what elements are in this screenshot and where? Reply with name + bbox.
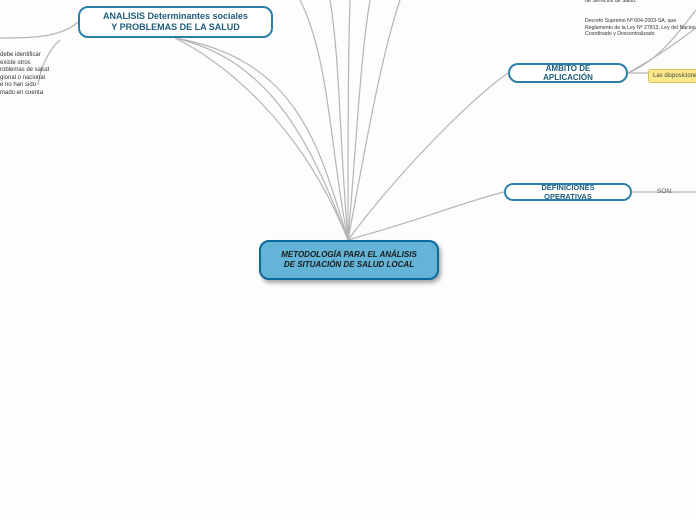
edge [175, 38, 348, 240]
node-analisis-label: ANALISIS Determinantes sociales Y PROBLE… [103, 11, 248, 34]
root-title-line1: METODOLOGÍA PARA EL ANÁLISIS [281, 250, 417, 259]
note-top-right-1: de Servicios de Salud. [585, 0, 696, 5]
edge [348, 0, 350, 240]
node-analisis[interactable]: ANALISIS Determinantes sociales Y PROBLE… [78, 6, 273, 38]
edge [175, 38, 348, 240]
edge [348, 0, 400, 240]
note-top-right-2: Decreto Supremo Nº 004-2003-SA, que Regl… [585, 18, 696, 38]
edge [348, 192, 504, 240]
root-title-line2: DE SITUACIÓN DE SALUD LOCAL [284, 260, 414, 269]
label-son: SON: [657, 188, 673, 195]
analisis-line1: ANALISIS Determinantes sociales [103, 11, 248, 21]
node-ambito[interactable]: AMBITO DE APLICACIÓN [508, 63, 628, 83]
definiciones-label: DEFINICIONES OPERATIVAS [518, 183, 618, 201]
analisis-line2: Y PROBLEMAS DE LA SALUD [111, 22, 240, 32]
edge [330, 0, 348, 240]
edge [0, 22, 78, 38]
tag-disposiciones[interactable]: Las disposicione [648, 69, 696, 83]
root-node[interactable]: METODOLOGÍA PARA EL ANÁLISIS DE SITUACIÓ… [259, 240, 439, 280]
node-definiciones[interactable]: DEFINICIONES OPERATIVAS [504, 183, 632, 201]
ambito-label: AMBITO DE APLICACIÓN [522, 64, 614, 82]
root-title: METODOLOGÍA PARA EL ANÁLISIS DE SITUACIÓ… [281, 250, 417, 270]
note-left-fragment: debe identificar existe otros roblemas d… [0, 52, 50, 97]
edge [300, 0, 348, 240]
edge [348, 0, 370, 240]
edge [348, 73, 508, 240]
edge [175, 38, 348, 240]
mindmap-canvas: METODOLOGÍA PARA EL ANÁLISIS DE SITUACIÓ… [0, 0, 696, 520]
